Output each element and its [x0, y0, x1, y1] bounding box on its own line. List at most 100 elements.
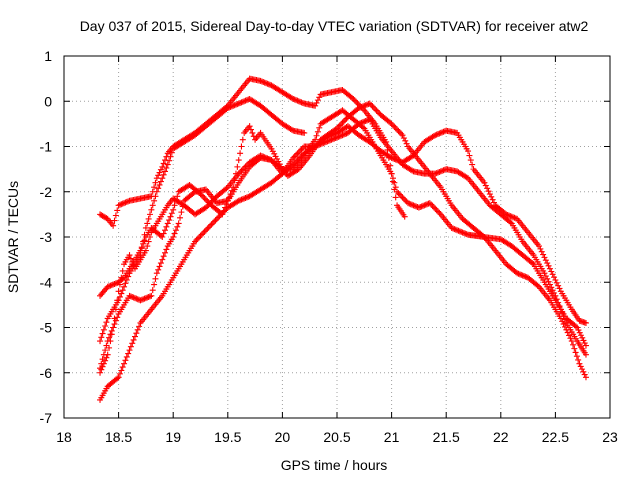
- data-point: [316, 94, 323, 101]
- data-point: [581, 340, 588, 347]
- data-point: [112, 280, 119, 287]
- data-point: [522, 273, 529, 280]
- data-point: [170, 206, 177, 213]
- series-track-2: [97, 95, 308, 345]
- data-point: [112, 306, 119, 313]
- data-point: [411, 202, 418, 209]
- data-point: [114, 297, 121, 304]
- data-point: [239, 166, 246, 173]
- data-point: [213, 215, 220, 222]
- data-point: [463, 231, 470, 238]
- data-point: [205, 201, 212, 208]
- data-point: [426, 200, 433, 207]
- data-point: [555, 282, 562, 289]
- data-point: [582, 351, 589, 358]
- data-point: [103, 354, 110, 361]
- data-point: [448, 224, 455, 231]
- data-point: [201, 228, 208, 235]
- data-point: [237, 99, 244, 106]
- data-point: [129, 258, 136, 265]
- data-point: [156, 263, 163, 270]
- data-point: [440, 167, 447, 174]
- data-point: [207, 222, 214, 229]
- data-point: [392, 125, 399, 132]
- data-point: [107, 282, 114, 289]
- data-point: [108, 327, 115, 334]
- data-point: [323, 138, 330, 145]
- data-point: [172, 227, 179, 234]
- data-point: [129, 293, 136, 300]
- data-point: [115, 288, 122, 295]
- data-point: [122, 199, 129, 206]
- data-point: [118, 201, 125, 208]
- data-point: [358, 119, 365, 126]
- data-point: [104, 338, 111, 345]
- x-tick-label: 21: [384, 429, 400, 445]
- data-point: [119, 364, 126, 371]
- data-point: [353, 98, 360, 105]
- y-tick-label: -7: [40, 410, 53, 426]
- data-point: [216, 213, 223, 220]
- data-point: [164, 220, 171, 227]
- data-point: [288, 95, 295, 102]
- data-point: [334, 125, 340, 132]
- x-tick-label: 23: [602, 429, 618, 445]
- data-point: [336, 133, 343, 140]
- data-point: [157, 166, 164, 173]
- data-point: [364, 117, 371, 124]
- data-point: [469, 161, 476, 168]
- data-point: [510, 214, 517, 221]
- data-point: [294, 150, 301, 157]
- data-point: [575, 327, 582, 334]
- data-point: [581, 371, 588, 378]
- data-point: [235, 100, 242, 107]
- y-tick-label: 1: [44, 48, 52, 64]
- data-point: [419, 202, 426, 209]
- data-point: [230, 102, 237, 109]
- data-point: [133, 295, 140, 302]
- data-point: [297, 147, 304, 154]
- data-point: [488, 193, 495, 200]
- data-point: [395, 190, 402, 197]
- data-point: [116, 201, 123, 208]
- data-point: [394, 126, 401, 133]
- data-point: [234, 163, 241, 170]
- data-point: [162, 168, 169, 175]
- data-point: [256, 155, 263, 162]
- data-point: [160, 171, 167, 178]
- data-point: [570, 341, 577, 348]
- data-point: [299, 144, 306, 151]
- data-point: [536, 243, 543, 250]
- data-point: [582, 342, 589, 349]
- data-point: [140, 240, 147, 247]
- data-point: [211, 218, 218, 225]
- data-point: [168, 210, 175, 217]
- data-point: [116, 370, 123, 377]
- data-point: [116, 281, 123, 288]
- data-point: [359, 124, 366, 131]
- data-point: [160, 160, 167, 167]
- series-track-5: [97, 116, 589, 403]
- data-point: [160, 230, 167, 237]
- data-point: [258, 78, 265, 85]
- data-point: [435, 169, 442, 176]
- data-point: [212, 217, 219, 224]
- data-point: [121, 283, 128, 290]
- data-point: [119, 275, 126, 282]
- data-point: [402, 137, 409, 144]
- data-point: [103, 319, 110, 326]
- data-point: [192, 238, 199, 245]
- data-point: [542, 257, 549, 264]
- data-point: [559, 318, 566, 325]
- data-point: [204, 225, 211, 232]
- data-point: [174, 223, 181, 230]
- data-point: [130, 294, 137, 301]
- data-point: [467, 157, 474, 164]
- data-point: [245, 193, 252, 200]
- data-point: [238, 99, 245, 106]
- data-point: [226, 104, 233, 111]
- data-point: [368, 101, 375, 108]
- data-point: [99, 356, 106, 363]
- data-point: [335, 133, 342, 140]
- data-point: [432, 205, 439, 212]
